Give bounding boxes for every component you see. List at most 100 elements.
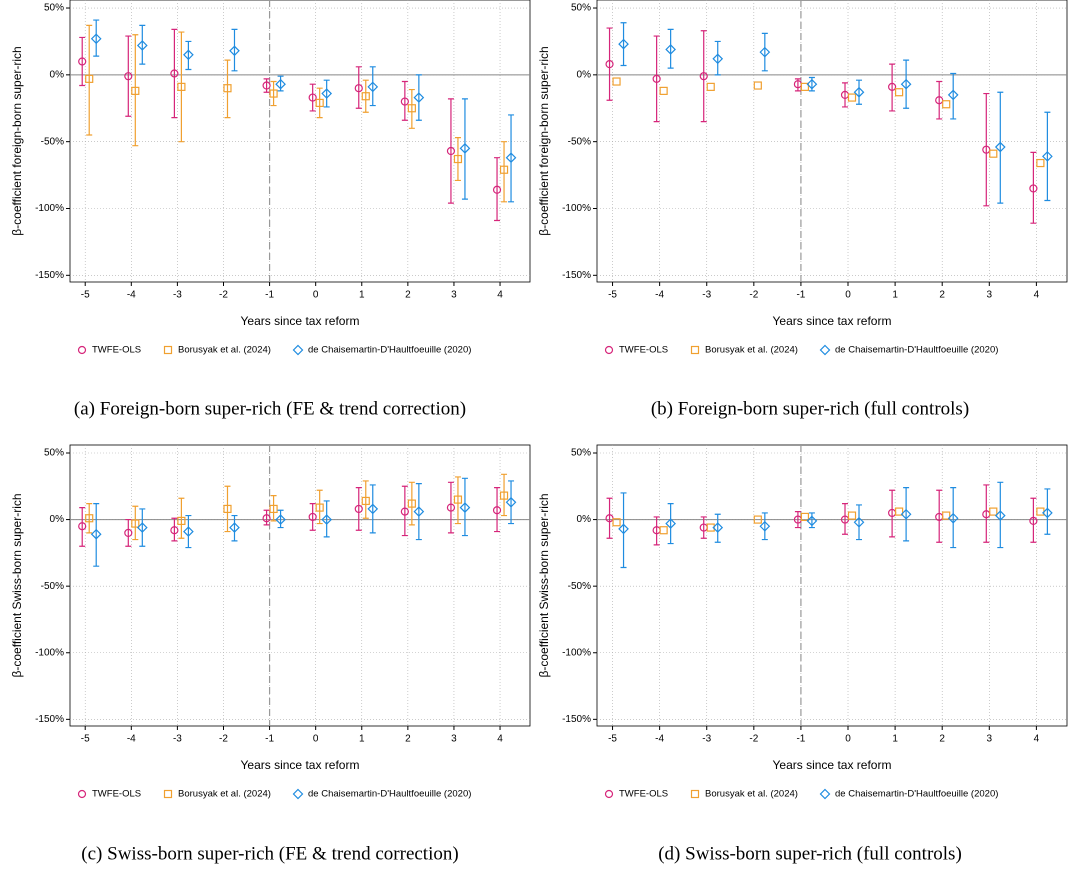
point — [90, 528, 102, 540]
point — [459, 502, 471, 513]
point — [407, 104, 416, 113]
point — [819, 788, 831, 800]
error-bar — [983, 92, 990, 207]
error-bar — [856, 504, 863, 541]
error-bar — [950, 487, 957, 549]
x-tick-label: 4 — [497, 290, 503, 301]
point — [90, 33, 102, 45]
error-bar — [889, 489, 896, 538]
error-bar — [270, 80, 277, 107]
point — [612, 77, 621, 86]
point — [361, 496, 370, 506]
y-tick-label: -50% — [41, 581, 64, 592]
y-axis-label: β-coefficient foreign-born super-rich — [537, 46, 551, 235]
x-tick-label: 4 — [1034, 734, 1040, 745]
x-tick-label: 2 — [939, 290, 945, 301]
point — [900, 78, 912, 90]
y-tick-label: -50% — [568, 136, 591, 147]
x-axis-label: Years since tax reform — [241, 758, 360, 772]
point — [652, 74, 661, 83]
point — [605, 60, 614, 69]
legend-label: Borusyak et al. (2024) — [705, 345, 798, 356]
error-bar — [355, 66, 362, 109]
plot-area — [69, 0, 531, 283]
point — [759, 46, 771, 58]
point — [1029, 516, 1038, 526]
error-bar — [653, 35, 660, 123]
legend-label: Borusyak et al. (2024) — [705, 789, 798, 800]
x-tick-label: -5 — [608, 290, 617, 301]
point — [321, 514, 333, 525]
error-bar — [263, 78, 270, 93]
error-bar — [316, 489, 323, 525]
point — [942, 511, 951, 520]
point — [361, 92, 370, 101]
legend-label: TWFE-OLS — [92, 345, 141, 356]
error-bar — [1044, 111, 1051, 202]
error-bar — [903, 487, 910, 542]
point — [800, 512, 810, 522]
point — [223, 504, 232, 514]
error-bar — [401, 485, 408, 537]
point — [505, 152, 517, 164]
error-bar — [369, 66, 376, 107]
error-bar — [447, 98, 454, 204]
caption: (b) Foreign-born super-rich (full contro… — [651, 398, 969, 419]
point — [407, 499, 416, 508]
point — [612, 518, 621, 527]
error-bar — [415, 483, 422, 541]
error-bar — [761, 32, 768, 72]
point — [753, 81, 762, 90]
point — [446, 146, 456, 156]
x-tick-label: 2 — [405, 734, 411, 745]
x-tick-label: -3 — [173, 734, 182, 745]
error-bar — [842, 502, 849, 535]
y-tick-label: -100% — [35, 647, 64, 658]
point — [262, 81, 271, 90]
point — [492, 506, 502, 515]
error-bar — [761, 512, 768, 541]
x-tick-label: -5 — [81, 290, 90, 301]
error-bar — [501, 141, 508, 203]
error-bar — [185, 514, 192, 549]
point — [665, 518, 676, 529]
point — [853, 516, 865, 528]
point — [292, 344, 304, 356]
point — [321, 88, 333, 99]
error-bar — [494, 487, 501, 533]
y-tick-label: 0% — [50, 69, 65, 80]
point — [177, 516, 186, 526]
error-bar — [231, 28, 238, 72]
plot-area — [596, 0, 1068, 283]
point — [604, 789, 614, 799]
caption: (c) Swiss-born super-rich (FE & trend co… — [81, 843, 458, 864]
point — [847, 93, 857, 102]
point — [942, 100, 951, 109]
point — [712, 522, 724, 533]
error-bar — [139, 508, 146, 547]
error-bar — [1044, 488, 1051, 535]
y-tick-label: 0% — [577, 69, 592, 80]
error-bar — [125, 518, 132, 547]
x-tick-label: -2 — [219, 290, 228, 301]
point — [994, 510, 1006, 521]
legend-label: de Chaisemartin-D'Haultfoeuille (2020) — [308, 789, 471, 800]
legend-label: de Chaisemartin-D'Haultfoeuille (2020) — [835, 345, 998, 356]
point — [806, 515, 818, 527]
x-tick-label: -2 — [219, 734, 228, 745]
point — [806, 78, 818, 90]
point — [499, 491, 509, 500]
point — [354, 84, 363, 93]
error-bar — [447, 481, 454, 534]
x-tick-label: -3 — [173, 290, 182, 301]
x-tick-label: 1 — [892, 290, 898, 301]
error-bar — [178, 31, 185, 143]
y-tick-label: 50% — [571, 448, 591, 459]
error-bar — [461, 477, 468, 537]
point — [292, 788, 304, 800]
point — [690, 345, 700, 355]
x-tick-label: -5 — [81, 734, 90, 745]
point — [124, 72, 133, 81]
error-bar — [224, 59, 231, 119]
y-tick-label: -100% — [35, 203, 64, 214]
